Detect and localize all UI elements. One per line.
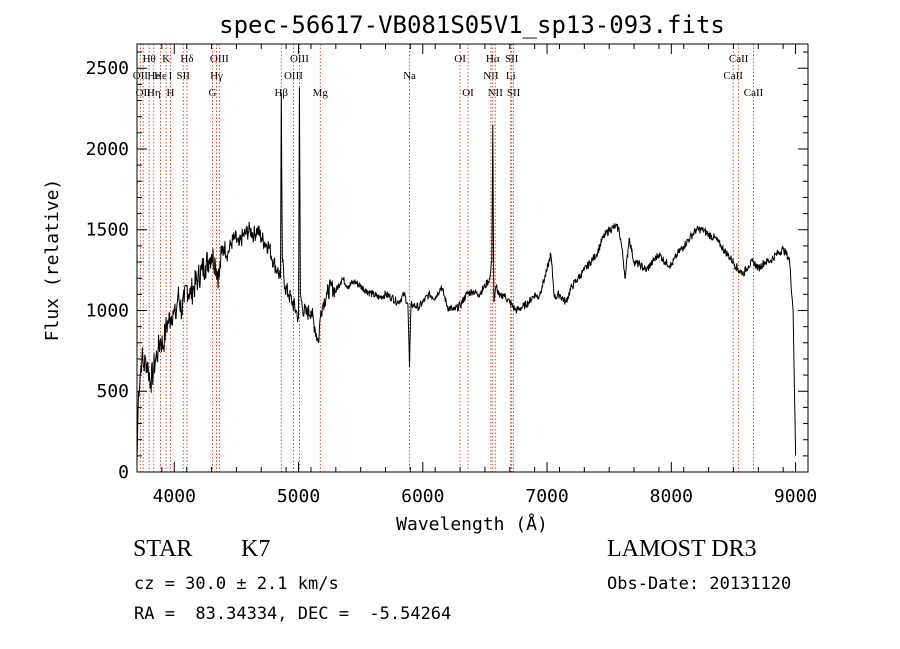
spectrum-chart: spec-56617-VB081S05V1_sp13-093.fits OIIO…	[42, 11, 817, 535]
marker-label: Li	[506, 70, 516, 82]
x-tick-label: 6000	[401, 486, 444, 507]
x-tick-label: 5000	[277, 486, 320, 507]
marker-label: NII	[483, 70, 499, 82]
survey-label: LAMOST DR3	[607, 536, 757, 562]
axes: 4000 5000 6000 7000 8000 9000 0 500 1000 1500 2000…	[86, 43, 817, 507]
obs-date: Obs-Date: 20131120	[607, 574, 792, 594]
marker-label: Hδ	[180, 53, 193, 65]
marker-label: He	[147, 70, 160, 82]
chart-title: spec-56617-VB081S05V1_sp13-093.fits	[219, 11, 725, 39]
marker-label: Hγ	[210, 70, 223, 82]
marker-label: OI	[462, 87, 474, 99]
y-tick-label: 0	[118, 462, 129, 483]
marker-label: NII	[488, 87, 504, 99]
marker-label: CaII	[744, 87, 764, 99]
x-axis-label: Wavelength (Å)	[396, 513, 548, 535]
marker-label: Na	[403, 70, 416, 82]
marker-label: OII	[136, 87, 152, 99]
marker-label: Mg	[313, 87, 329, 99]
line-markers: OIIOIIHθHeHηHeKIHSIIHδGHγOIIIHβOIIIOIIIM…	[133, 44, 764, 472]
marker-label: Hη	[147, 87, 161, 99]
y-tick-label: 1500	[86, 220, 129, 241]
x-tick-label: 4000	[153, 486, 196, 507]
object-class: STAR	[133, 536, 193, 562]
object-subclass: K7	[241, 536, 271, 562]
y-tick-label: 1000	[86, 300, 129, 321]
plot-frame	[136, 43, 809, 473]
marker-label: SII	[507, 87, 521, 99]
marker-label: OIII	[290, 53, 309, 65]
marker-label: Hθ	[143, 53, 156, 65]
coordinates: RA = 83.34334, DEC = -5.54264	[134, 604, 452, 624]
y-tick-label: 500	[96, 381, 129, 402]
marker-label: OI	[454, 53, 466, 65]
y-tick-label: 2000	[86, 139, 129, 160]
marker-label: K	[162, 53, 170, 65]
marker-label: CaII	[729, 53, 749, 65]
marker-label: G	[208, 87, 216, 99]
marker-label: OIII	[210, 53, 229, 65]
y-axis-label: Flux (relative)	[42, 179, 63, 342]
marker-label: Hα	[486, 53, 500, 65]
spectrum-line	[136, 87, 797, 463]
marker-label: I	[169, 70, 173, 82]
marker-label: SII	[505, 53, 519, 65]
marker-label: OIII	[284, 70, 303, 82]
marker-label: H	[166, 87, 174, 99]
marker-label: SII	[176, 70, 190, 82]
x-tick-label: 8000	[650, 486, 693, 507]
y-tick-label: 2500	[86, 58, 129, 79]
x-tick-label: 9000	[774, 486, 817, 507]
marker-label: He	[154, 70, 167, 82]
redshift-readout: cz = 30.0 ± 2.1 km/s	[134, 574, 339, 594]
x-tick-label: 7000	[525, 486, 568, 507]
marker-label: OII	[133, 70, 149, 82]
marker-label: CaII	[723, 70, 743, 82]
